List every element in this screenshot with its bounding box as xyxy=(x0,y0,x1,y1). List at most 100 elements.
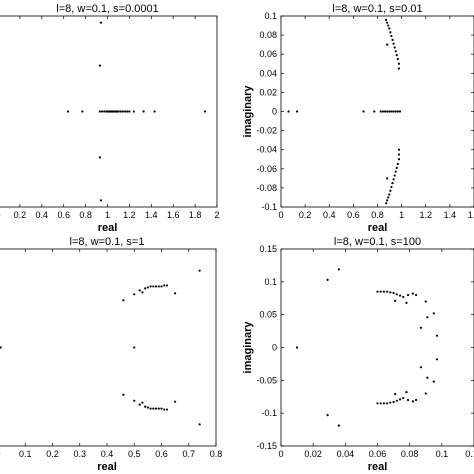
data-point xyxy=(152,285,155,288)
data-point xyxy=(119,110,122,113)
data-point xyxy=(133,293,136,296)
data-point xyxy=(426,316,429,319)
y-tick-label: 0.04 xyxy=(259,68,277,78)
data-point xyxy=(432,312,435,315)
data-point xyxy=(390,185,393,189)
y-axis-label: imaginary xyxy=(242,85,254,138)
x-tick-label: 0.8 xyxy=(371,210,384,220)
data-point xyxy=(103,110,106,113)
data-point xyxy=(392,110,395,113)
data-point xyxy=(203,110,207,113)
data-point xyxy=(326,414,329,417)
data-point xyxy=(406,293,410,297)
data-point xyxy=(379,290,382,293)
data-point xyxy=(141,291,144,294)
data-point xyxy=(295,110,299,113)
data-point xyxy=(382,402,386,405)
data-point xyxy=(98,110,101,113)
data-point xyxy=(411,292,414,295)
x-tick-label: 1.6 xyxy=(167,210,180,220)
data-point xyxy=(395,54,398,57)
y-tick-label: -0.08 xyxy=(256,183,277,193)
data-point xyxy=(398,398,402,401)
data-point xyxy=(154,285,158,288)
data-point xyxy=(160,407,163,410)
x-tick-label: 0.6 xyxy=(347,210,360,220)
y-tick-label: -0.02 xyxy=(256,126,277,136)
data-point xyxy=(394,170,397,173)
x-tick-label: 0.1 xyxy=(19,449,32,459)
x-tick-label: 0.3 xyxy=(73,449,86,459)
x-axis-label: real xyxy=(368,461,388,473)
x-tick-label: 0.04 xyxy=(337,449,355,459)
data-point xyxy=(160,285,163,288)
data-point xyxy=(138,403,141,406)
y-tick-label: 0.06 xyxy=(259,49,277,59)
data-point xyxy=(394,299,397,302)
y-tick-label: -0.15 xyxy=(256,441,277,451)
data-point xyxy=(122,393,125,396)
y-tick-label: -0.05 xyxy=(256,375,277,385)
data-point xyxy=(395,399,398,402)
data-point xyxy=(387,24,390,27)
data-point xyxy=(326,278,329,281)
data-point xyxy=(66,110,70,113)
data-point xyxy=(376,402,379,405)
data-point xyxy=(388,110,391,113)
y-tick-label: -0.06 xyxy=(256,164,277,174)
data-point xyxy=(396,162,399,166)
data-point xyxy=(198,269,201,272)
data-point xyxy=(123,110,127,113)
data-point xyxy=(98,156,101,159)
data-point xyxy=(149,285,152,288)
data-point xyxy=(397,62,401,65)
data-point xyxy=(198,423,201,426)
data-point xyxy=(99,199,103,202)
chart-panel-1: l=8, w=0.1, s=0.0001 0 0.2 0.4 0.6 0.8 1 1.2 1.4… xyxy=(0,3,220,234)
x-tick-label: 1.6 xyxy=(468,210,474,220)
data-point xyxy=(144,405,147,408)
data-point xyxy=(386,21,389,24)
data-point xyxy=(402,295,405,299)
data-point xyxy=(392,291,395,295)
x-tick-label: 1 xyxy=(105,210,110,220)
x-tick-label: 0.5 xyxy=(128,449,141,459)
data-point xyxy=(384,18,388,21)
data-point xyxy=(386,290,389,293)
data-point xyxy=(424,392,427,395)
x-tick-label: 0.12 xyxy=(465,449,474,459)
x-axis-label: real xyxy=(368,222,388,234)
x-tick-label: 0.1 xyxy=(436,449,449,459)
data-point xyxy=(396,57,399,61)
data-point xyxy=(392,178,395,181)
data-point xyxy=(388,27,391,30)
data-point xyxy=(126,110,129,113)
x-tick-label: 0.4 xyxy=(36,210,49,220)
data-point xyxy=(392,400,395,404)
data-point xyxy=(295,346,299,349)
x-tick-label: 0.2 xyxy=(46,449,59,459)
data-point xyxy=(388,193,391,196)
plot-frame xyxy=(0,248,217,447)
chart-panel-2: l=8, w=0.1, s=0.01 0 0.2 0.4 0.6 0.8 1 1.2 1.4 1.… xyxy=(242,3,474,234)
x-tick-label: 0.4 xyxy=(323,210,336,220)
data-point xyxy=(117,110,120,113)
x-tick-label: 0.7 xyxy=(182,449,195,459)
data-point xyxy=(391,182,394,185)
data-point xyxy=(389,189,392,192)
data-point xyxy=(163,284,166,287)
data-point xyxy=(386,402,389,405)
data-point xyxy=(287,110,290,113)
data-point xyxy=(362,110,365,113)
y-tick-label: 0 xyxy=(272,343,277,353)
data-point xyxy=(397,148,401,151)
data-point xyxy=(149,407,152,410)
data-point xyxy=(122,299,125,302)
x-tick-label: 1.8 xyxy=(189,210,202,220)
data-point xyxy=(157,407,160,410)
data-point xyxy=(383,110,387,113)
data-point xyxy=(432,380,435,383)
x-tick-label: 0.4 xyxy=(101,449,114,459)
data-point xyxy=(394,50,397,53)
plot-frame xyxy=(280,15,474,208)
